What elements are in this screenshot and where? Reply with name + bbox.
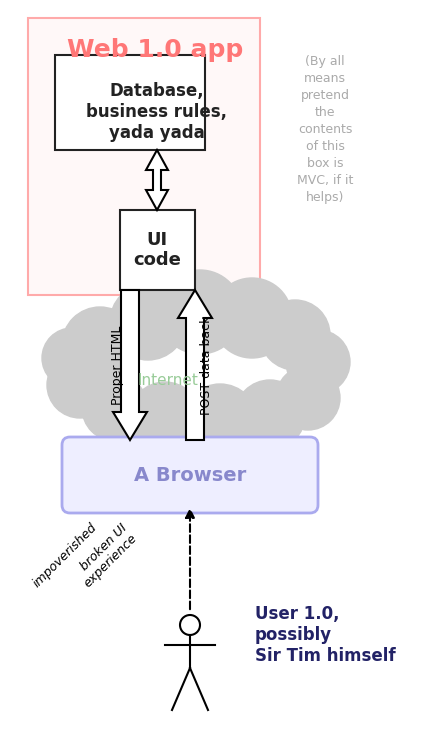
Circle shape	[276, 366, 340, 430]
Polygon shape	[146, 150, 168, 210]
FancyBboxPatch shape	[120, 210, 195, 290]
Text: A Browser: A Browser	[134, 465, 246, 484]
Text: Proper HTML: Proper HTML	[112, 325, 124, 404]
FancyBboxPatch shape	[62, 437, 318, 513]
FancyBboxPatch shape	[28, 18, 260, 295]
Text: UI
code: UI code	[133, 230, 181, 270]
Text: (By all
means
pretend
the
contents
of this
box is
MVC, if it
helps): (By all means pretend the contents of th…	[297, 55, 353, 204]
Circle shape	[212, 278, 292, 358]
Text: POST data back: POST data back	[201, 316, 214, 415]
Text: Database,
business rules,
yada yada: Database, business rules, yada yada	[86, 82, 228, 142]
Text: Web 1.0 app: Web 1.0 app	[67, 38, 243, 62]
Circle shape	[47, 352, 113, 418]
Circle shape	[129, 382, 201, 454]
Circle shape	[182, 384, 258, 460]
Circle shape	[110, 284, 186, 360]
Text: broken UI
experience: broken UI experience	[71, 521, 140, 590]
Polygon shape	[113, 290, 147, 440]
FancyBboxPatch shape	[55, 55, 205, 150]
Text: impoverished: impoverished	[31, 521, 100, 590]
Circle shape	[42, 328, 102, 388]
Circle shape	[260, 300, 330, 370]
Text: User 1.0,
possibly
Sir Tim himself: User 1.0, possibly Sir Tim himself	[255, 605, 396, 665]
Circle shape	[82, 375, 148, 441]
Circle shape	[286, 330, 350, 394]
Circle shape	[235, 380, 305, 450]
Circle shape	[158, 270, 242, 354]
Polygon shape	[178, 290, 212, 440]
Circle shape	[62, 307, 138, 383]
Text: Internet: Internet	[138, 373, 198, 388]
